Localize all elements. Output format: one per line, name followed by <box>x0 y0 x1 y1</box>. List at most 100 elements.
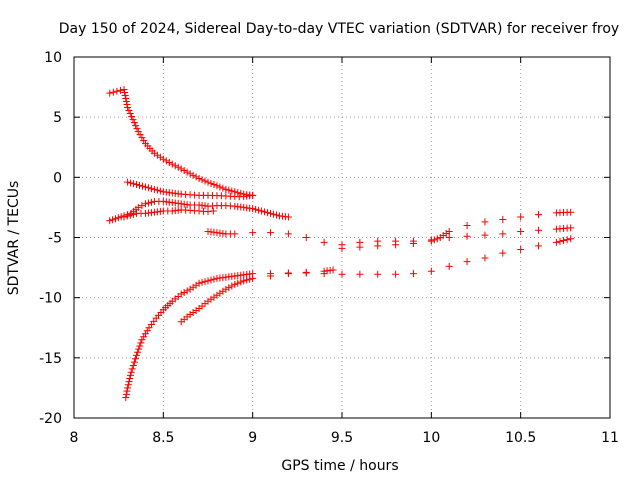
data-point <box>517 213 525 221</box>
data-point <box>249 205 257 213</box>
data-point <box>499 230 507 238</box>
data-point <box>180 288 188 296</box>
data-point <box>186 170 194 178</box>
data-point <box>195 175 203 183</box>
data-point <box>517 227 525 235</box>
data-point <box>261 208 269 216</box>
data-point <box>231 230 239 238</box>
data-point <box>201 278 209 286</box>
data-point <box>246 275 254 283</box>
data-point <box>183 168 191 176</box>
data-point <box>267 272 275 280</box>
y-tick-label: -10 <box>39 291 62 307</box>
data-point <box>567 224 575 232</box>
data-point <box>374 270 382 278</box>
data-point <box>284 230 292 238</box>
data-point <box>270 210 278 218</box>
series-arc-7 <box>122 235 575 402</box>
data-point <box>129 362 137 370</box>
data-point <box>131 355 139 363</box>
data-point <box>338 270 346 278</box>
data-point <box>204 208 212 216</box>
y-tick-label: 5 <box>53 110 62 126</box>
data-point <box>124 178 132 186</box>
data-point <box>147 198 155 206</box>
data-point <box>125 107 133 115</box>
data-point <box>120 213 128 221</box>
data-point <box>133 351 141 359</box>
data-point <box>147 185 155 193</box>
data-point <box>237 278 245 286</box>
data-point <box>234 279 242 287</box>
data-point <box>134 348 142 356</box>
data-point <box>430 236 438 244</box>
data-point <box>329 266 337 274</box>
data-point <box>517 246 525 254</box>
data-point <box>499 215 507 223</box>
data-point <box>144 199 152 207</box>
data-point <box>237 189 245 197</box>
data-point <box>499 249 507 257</box>
tick-marks <box>73 56 611 419</box>
data-point <box>567 235 575 243</box>
data-point <box>140 137 148 145</box>
x-tick-label: 9.5 <box>331 430 353 446</box>
data-point <box>392 241 400 249</box>
data-point <box>255 206 263 214</box>
data-point <box>556 237 564 245</box>
data-point <box>106 217 114 225</box>
data-point <box>133 181 141 189</box>
y-tick-label: 10 <box>44 50 62 66</box>
data-point <box>124 104 132 112</box>
data-point <box>216 183 224 191</box>
data-point <box>122 98 130 106</box>
data-point <box>535 242 543 250</box>
data-point <box>132 122 140 130</box>
data-point <box>198 278 206 286</box>
data-point <box>136 181 144 189</box>
grid <box>74 57 610 418</box>
data-point <box>124 384 132 392</box>
plot-frame <box>73 56 611 419</box>
data-point <box>133 125 141 133</box>
data-point <box>267 229 275 237</box>
y-tick-label: -15 <box>39 351 62 367</box>
data-point <box>409 270 417 278</box>
data-point <box>138 202 146 210</box>
y-tick-labels: -20 -15 -10 -5 0 5 10 <box>39 50 62 427</box>
data-point <box>144 184 152 192</box>
data-point <box>563 236 571 244</box>
data-point <box>126 110 134 118</box>
data-point <box>123 212 131 220</box>
data-point <box>222 285 230 293</box>
data-point <box>433 235 441 243</box>
data-point <box>123 101 131 109</box>
data-point <box>302 234 310 241</box>
data-point <box>177 290 185 298</box>
series-arc-8 <box>177 266 337 326</box>
data-point <box>123 387 131 395</box>
x-tick-label: 10.5 <box>505 430 536 446</box>
x-tick-label: 8.5 <box>152 430 174 446</box>
data-point <box>135 345 143 353</box>
data-point <box>243 276 251 284</box>
data-point <box>201 177 209 185</box>
data-point <box>209 207 217 215</box>
data-point <box>231 280 239 288</box>
data-point <box>320 238 328 246</box>
data-point <box>113 87 121 95</box>
data-point <box>222 185 230 193</box>
data-point <box>127 368 135 376</box>
data-point <box>130 358 138 366</box>
data-point <box>141 200 149 208</box>
data-point <box>356 270 364 278</box>
data-point <box>126 371 134 379</box>
data-point <box>204 178 212 186</box>
data-point <box>249 229 257 237</box>
data-point <box>129 210 137 218</box>
data-point <box>258 207 266 215</box>
data-point <box>445 262 453 270</box>
data-point <box>535 226 543 234</box>
data-point <box>183 287 191 295</box>
